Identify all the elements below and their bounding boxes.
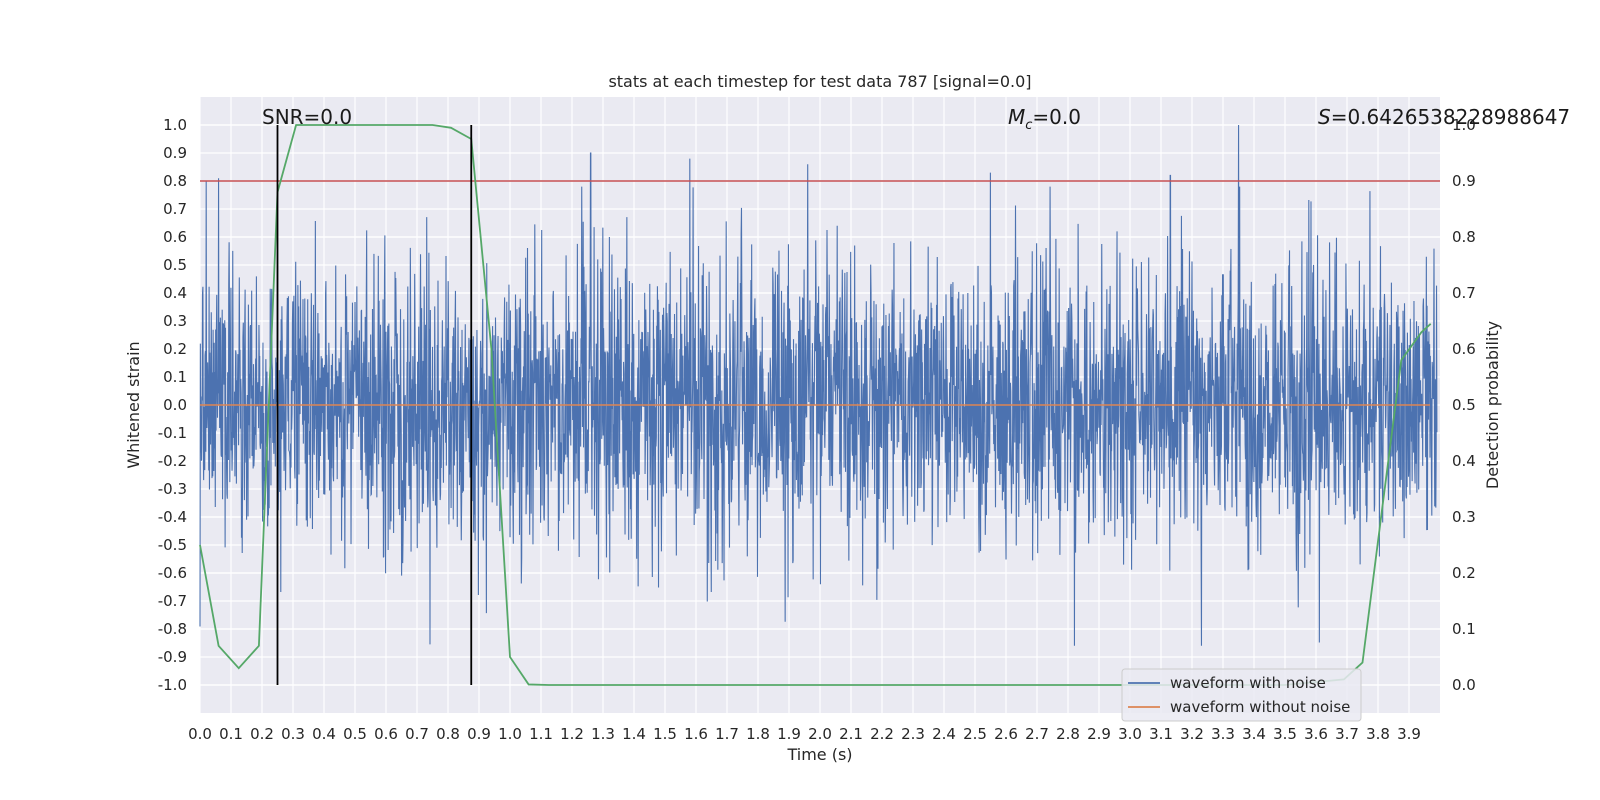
y2-axis-label: Detection probability — [1483, 321, 1502, 489]
y2-tick-label: 0.7 — [1452, 284, 1476, 302]
y-tick-label: -0.3 — [158, 480, 187, 498]
x-tick-label: 0.2 — [250, 725, 274, 743]
y2-tick-label: 0.6 — [1452, 340, 1476, 358]
y-tick-label: -0.5 — [158, 536, 187, 554]
x-tick-label: 3.3 — [1211, 725, 1235, 743]
x-tick-label: 3.2 — [1180, 725, 1204, 743]
x-tick-label: 2.2 — [870, 725, 894, 743]
x-tick-label: 3.6 — [1304, 725, 1328, 743]
y2-tick-label: 0.5 — [1452, 396, 1476, 414]
x-tick-label: 2.7 — [1025, 725, 1049, 743]
x-tick-label: 1.5 — [653, 725, 677, 743]
x-tick-label: 1.6 — [684, 725, 708, 743]
y-axis-label: Whitened strain — [124, 341, 143, 468]
y-tick-label: 0.6 — [163, 228, 187, 246]
x-tick-label: 2.3 — [901, 725, 925, 743]
legend: waveform with noise waveform without noi… — [1121, 668, 1362, 722]
chart-title: stats at each timestep for test data 787… — [608, 72, 1031, 91]
x-tick-label: 0.7 — [405, 725, 429, 743]
y-tick-label: 0.1 — [163, 368, 187, 386]
x-tick-label: 1.2 — [560, 725, 584, 743]
score-value: =0.6426538228988647 — [1331, 105, 1570, 129]
y-tick-label: 0.0 — [163, 396, 187, 414]
y2-tick-label: 0.2 — [1452, 564, 1476, 582]
x-tick-label: 1.0 — [498, 725, 522, 743]
x-tick-label: 0.1 — [219, 725, 243, 743]
x-tick-label: 3.5 — [1273, 725, 1297, 743]
x-tick-label: 3.7 — [1335, 725, 1359, 743]
y-tick-label: -1.0 — [158, 676, 187, 694]
x-tick-label: 1.3 — [591, 725, 615, 743]
x-tick-label: 0.6 — [374, 725, 398, 743]
x-tick-label: 0.3 — [281, 725, 305, 743]
y-tick-label: 1.0 — [163, 116, 187, 134]
y2-tick-label: 0.9 — [1452, 172, 1476, 190]
x-tick-label: 2.8 — [1056, 725, 1080, 743]
y2-tick-label: 0.1 — [1452, 620, 1476, 638]
x-tick-label: 1.8 — [746, 725, 770, 743]
chirp-mass-value: =0.0 — [1032, 105, 1081, 129]
y-tick-label: 0.2 — [163, 340, 187, 358]
x-tick-label: 1.7 — [715, 725, 739, 743]
chirp-mass-symbol: M — [1008, 105, 1025, 129]
x-tick-label: 0.5 — [343, 725, 367, 743]
y2-tick-label: 0.3 — [1452, 508, 1476, 526]
x-tick-label: 3.9 — [1397, 725, 1421, 743]
y-tick-label: 0.4 — [163, 284, 187, 302]
x-tick-label: 0.0 — [188, 725, 212, 743]
chirp-mass-subscript: c — [1025, 118, 1032, 133]
noisy-waveform-line — [199, 124, 1438, 646]
y-tick-label: 0.3 — [163, 312, 187, 330]
x-tick-label: 2.6 — [994, 725, 1018, 743]
y2-tick-label: 0.4 — [1452, 452, 1476, 470]
y-tick-label: -0.7 — [158, 592, 187, 610]
score-symbol: S — [1318, 105, 1331, 129]
x-tick-label: 2.1 — [839, 725, 863, 743]
y-tick-label: -0.4 — [158, 508, 187, 526]
y-tick-label: -0.8 — [158, 620, 187, 638]
legend-label-clean: waveform without noise — [1170, 698, 1350, 716]
y-tick-label: 0.7 — [163, 200, 187, 218]
y-tick-label: 0.5 — [163, 256, 187, 274]
y2-tick-label: 1.0 — [1452, 116, 1476, 134]
x-tick-label: 1.4 — [622, 725, 646, 743]
x-tick-label: 3.8 — [1366, 725, 1390, 743]
y-tick-label: 0.9 — [163, 144, 187, 162]
legend-label-noisy: waveform with noise — [1170, 674, 1326, 692]
y-tick-label: -0.2 — [158, 452, 187, 470]
x-tick-label: 2.5 — [963, 725, 987, 743]
y-tick-label: 0.8 — [163, 172, 187, 190]
y-tick-label: -0.1 — [158, 424, 187, 442]
x-tick-label: 1.9 — [777, 725, 801, 743]
x-axis-label: Time (s) — [786, 745, 852, 764]
score-annotation: S=0.6426538228988647 — [1318, 105, 1570, 129]
x-tick-label: 3.0 — [1118, 725, 1142, 743]
x-tick-label: 0.8 — [436, 725, 460, 743]
x-tick-label: 1.1 — [529, 725, 553, 743]
y-tick-label: -0.9 — [158, 648, 187, 666]
x-tick-label: 2.9 — [1087, 725, 1111, 743]
y2-tick-label: 0.0 — [1452, 676, 1476, 694]
x-tick-label: 2.0 — [808, 725, 832, 743]
snr-annotation: SNR=0.0 — [262, 105, 352, 129]
x-tick-label: 2.4 — [932, 725, 956, 743]
x-tick-label: 3.4 — [1242, 725, 1266, 743]
chirp-mass-annotation: Mc=0.0 — [1008, 105, 1081, 133]
x-tick-label: 0.9 — [467, 725, 491, 743]
y2-tick-label: 0.8 — [1452, 228, 1476, 246]
y-tick-label: -0.6 — [158, 564, 187, 582]
x-tick-label: 3.1 — [1149, 725, 1173, 743]
x-tick-label: 0.4 — [312, 725, 336, 743]
